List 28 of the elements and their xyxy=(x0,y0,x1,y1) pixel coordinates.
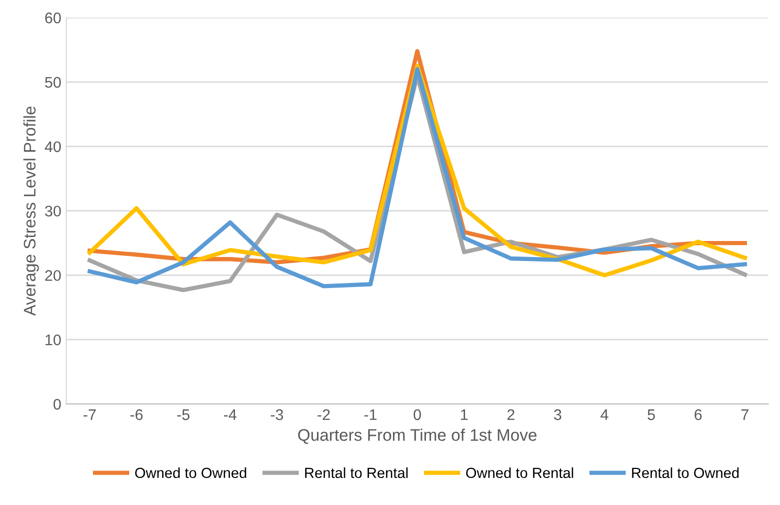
x-tick-label: 5 xyxy=(648,409,655,420)
y-axis-title: Average Stress Level Profile xyxy=(23,106,39,316)
x-tick-label: 2 xyxy=(507,409,514,420)
x-tick-label: 1 xyxy=(461,409,468,420)
x-tick-label: -2 xyxy=(318,409,330,420)
x-tick-label: -6 xyxy=(130,409,143,420)
legend-label: Owned to Rental xyxy=(466,467,574,478)
y-tick-label: 30 xyxy=(45,206,61,217)
x-tick-label: -1 xyxy=(364,409,377,420)
legend-label: Rental to Rental xyxy=(305,467,408,478)
x-tick-label: -3 xyxy=(270,409,284,420)
x-tick-label: 6 xyxy=(694,409,702,420)
y-tick-label: 10 xyxy=(46,334,61,346)
x-tick-label: -4 xyxy=(224,409,236,420)
x-axis-title: Quarters From Time of 1st Move xyxy=(298,428,537,444)
x-tick-label: 4 xyxy=(600,409,608,420)
y-tick-label: 60 xyxy=(45,12,61,24)
x-tick-label: 3 xyxy=(554,409,562,420)
y-tick-label: 40 xyxy=(44,141,61,152)
x-tick-label: 0 xyxy=(414,409,421,420)
x-tick-label: 7 xyxy=(741,409,748,420)
x-tick-label: -7 xyxy=(84,409,96,420)
y-tick-label: 0 xyxy=(54,398,61,410)
legend-label: Owned to Owned xyxy=(135,467,246,478)
y-tick-label: 20 xyxy=(45,270,61,281)
x-tick-label: -5 xyxy=(177,409,190,420)
y-tick-label: 50 xyxy=(45,76,61,88)
legend-label: Rental to Owned xyxy=(632,467,739,478)
